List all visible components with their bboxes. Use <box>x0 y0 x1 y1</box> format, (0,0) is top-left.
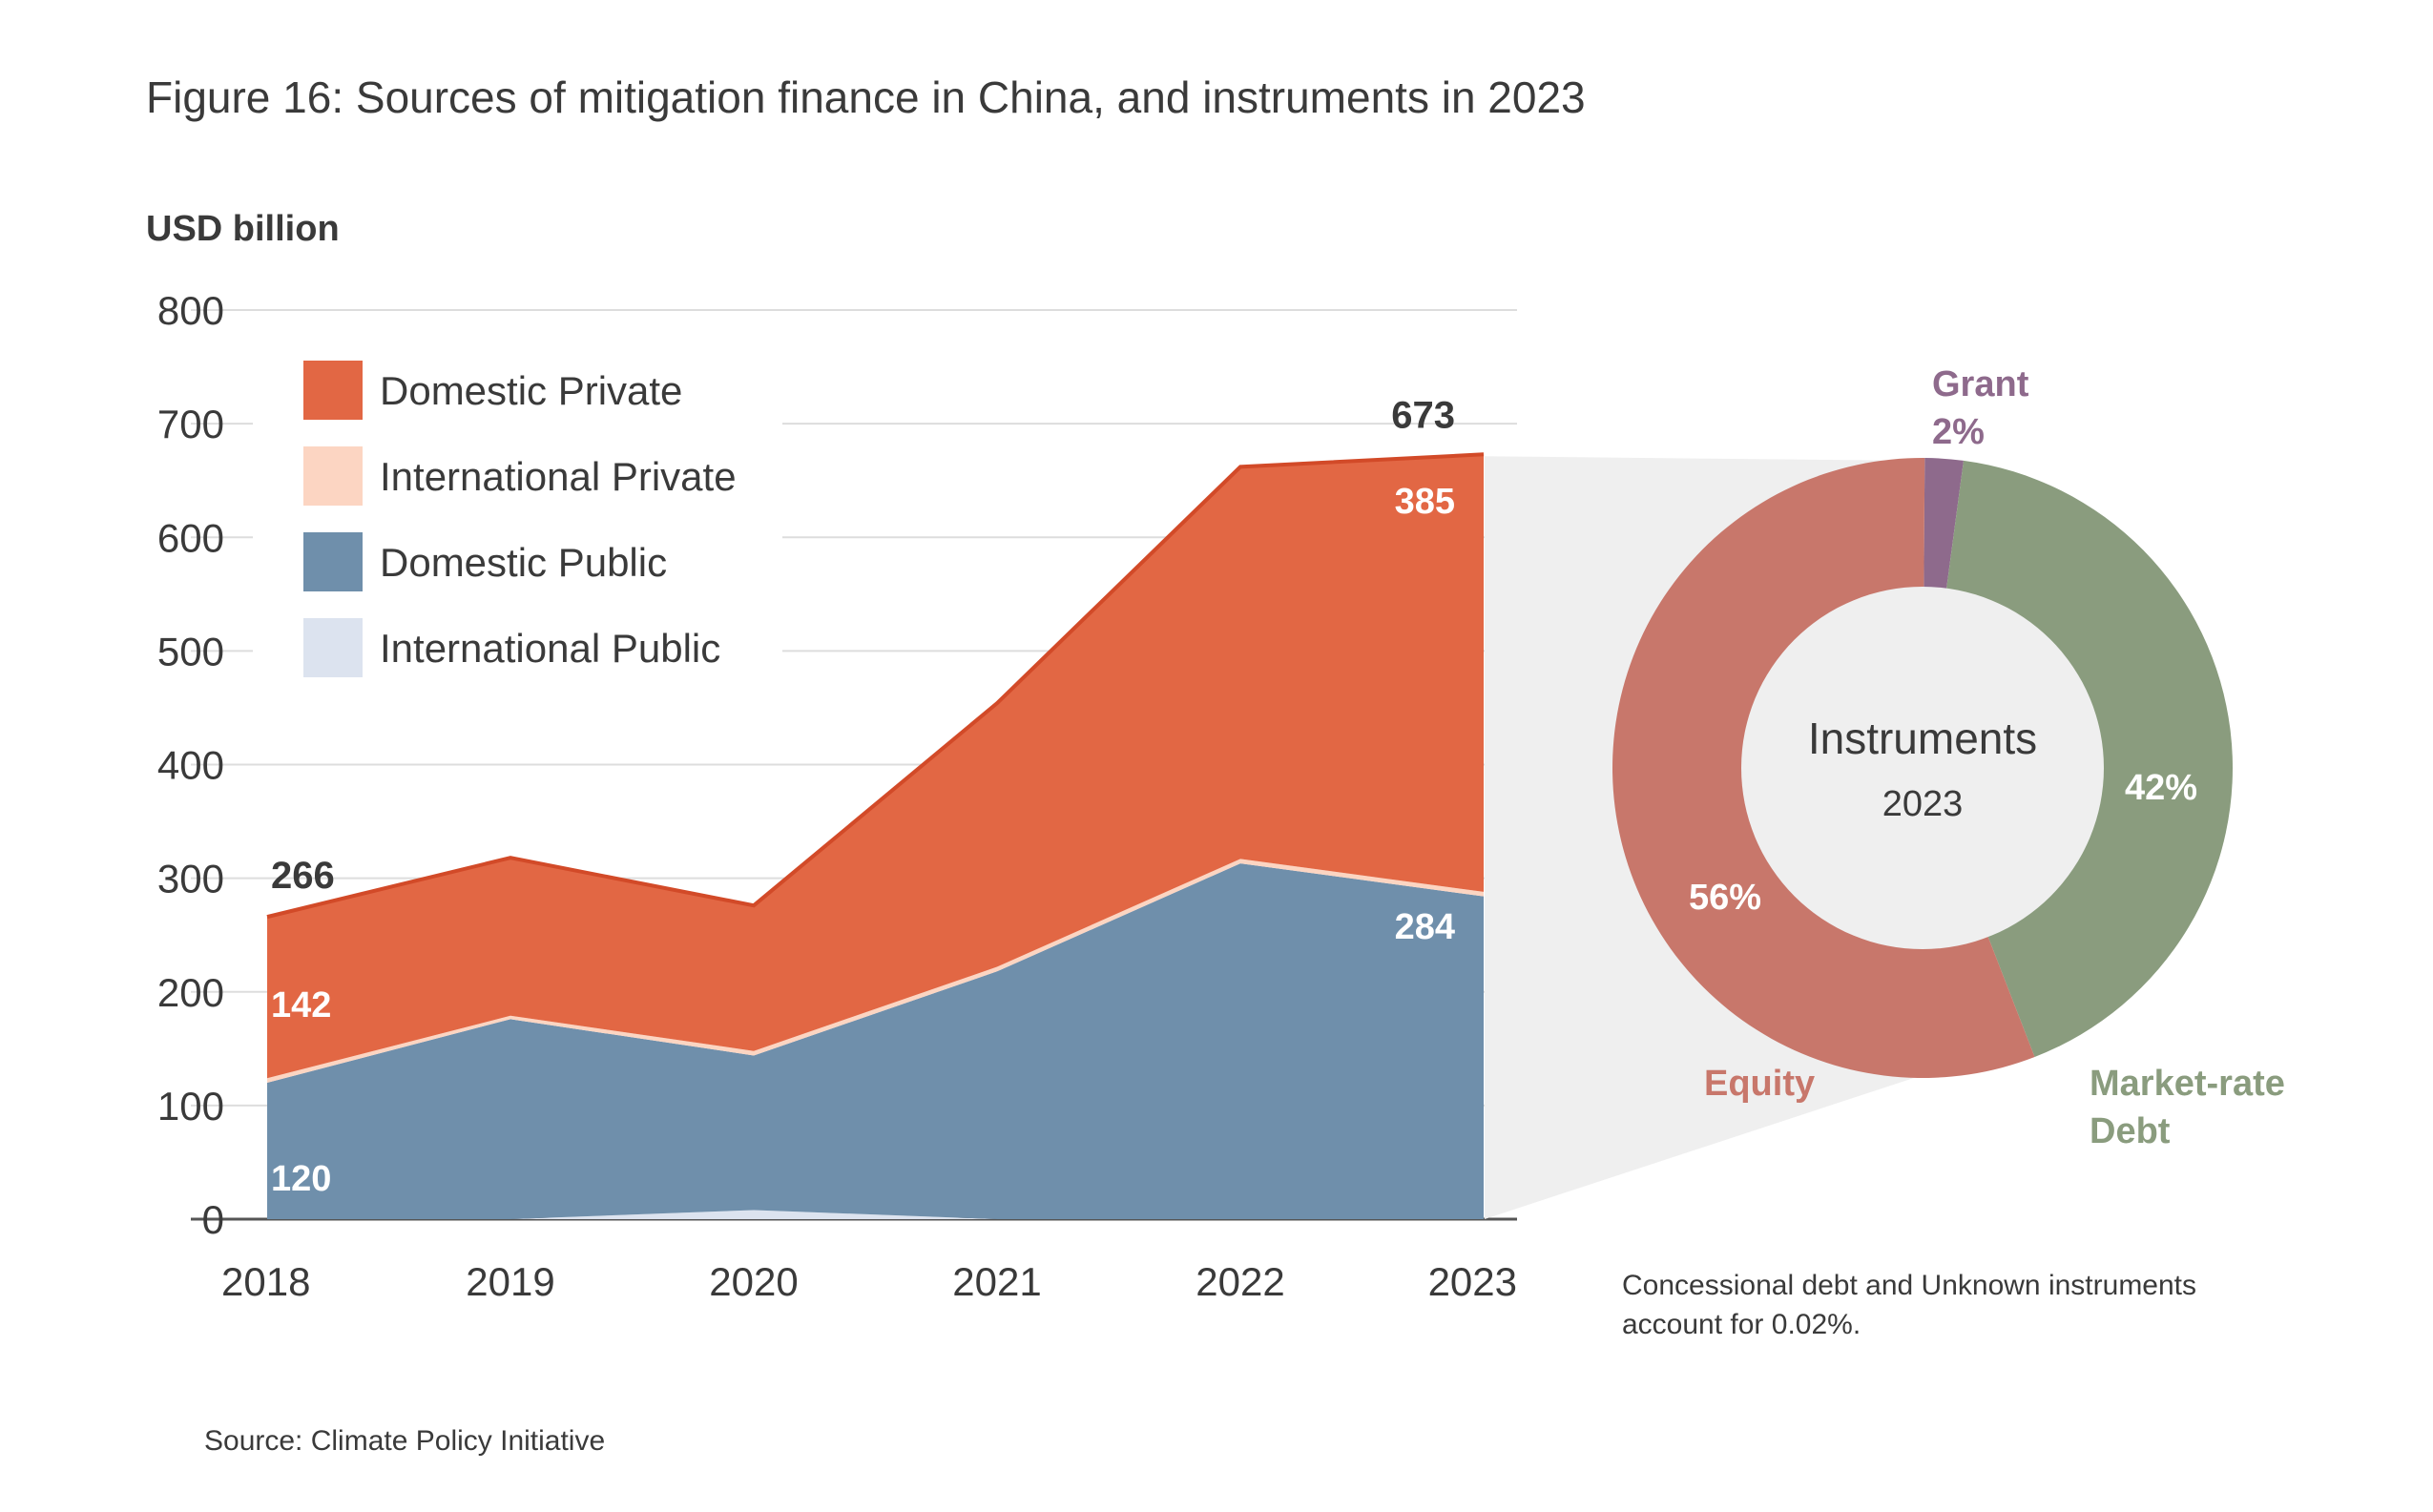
y-tick-label: 400 <box>157 743 224 788</box>
donut-hole <box>1741 587 2104 949</box>
x-axis-ticks: 2018 2019 2020 2021 2022 2023 <box>221 1259 1517 1304</box>
y-tick-label: 200 <box>157 970 224 1015</box>
grant-percent-label: 2% <box>1932 412 1985 452</box>
y-axis-ticks: 0 100 200 300 400 500 600 700 800 <box>157 288 224 1242</box>
debt-percent-label: 42% <box>2125 768 2197 808</box>
area-domestic-public <box>267 863 1484 1219</box>
equity-percent-label: 56% <box>1689 878 1761 918</box>
area-top-line <box>266 452 1485 920</box>
donut-chart: Instruments 2023 Grant 2% 42% Market-rat… <box>1612 364 2285 1340</box>
legend-label: International Private <box>380 454 737 499</box>
x-tick-label: 2019 <box>466 1259 554 1304</box>
area-value-label: 284 <box>1395 907 1455 947</box>
legend-label: International Public <box>380 626 720 671</box>
y-axis-unit-label: USD billion <box>146 209 340 249</box>
legend-swatch <box>303 618 363 677</box>
y-tick-label: 300 <box>157 857 224 901</box>
grant-name-label: Grant <box>1932 364 2029 404</box>
legend-swatch <box>303 446 363 506</box>
legend-label: Domestic Private <box>380 368 682 413</box>
source-note: Source: Climate Policy Initiative <box>204 1425 605 1457</box>
instruments-note-line1: Concessional debt and Unknown instrument… <box>1622 1270 2196 1301</box>
x-tick-label: 2020 <box>709 1259 798 1304</box>
debt-name-label-line2: Debt <box>2090 1111 2171 1151</box>
x-tick-label: 2018 <box>221 1259 310 1304</box>
x-tick-label: 2023 <box>1428 1259 1517 1304</box>
total-value-label: 266 <box>271 855 335 897</box>
area-value-label: 142 <box>271 985 331 1025</box>
instruments-note-line2: account for 0.02%. <box>1622 1309 1861 1340</box>
y-tick-label: 500 <box>157 629 224 673</box>
x-tick-label: 2022 <box>1196 1259 1284 1304</box>
x-tick-label: 2021 <box>952 1259 1041 1304</box>
area-international-private <box>267 859 1484 1084</box>
donut-center-title: Instruments <box>1808 714 2037 763</box>
equity-name-label: Equity <box>1704 1064 1815 1104</box>
y-tick-label: 0 <box>202 1197 224 1242</box>
area-data-labels: 142 120 385 284 <box>271 482 1455 1199</box>
legend: Domestic Private International Private Dom… <box>253 343 782 696</box>
y-tick-label: 600 <box>157 515 224 560</box>
total-value-label: 673 <box>1391 394 1455 436</box>
stacked-areas <box>266 452 1485 1219</box>
legend-swatch <box>303 532 363 591</box>
y-tick-label: 100 <box>157 1084 224 1129</box>
donut-center-year: 2023 <box>1882 784 1964 824</box>
total-labels: 266 673 <box>271 394 1455 897</box>
figure-title: Figure 16: Sources of mitigation finance… <box>146 72 1586 122</box>
debt-name-label-line1: Market-rate <box>2090 1064 2285 1104</box>
y-tick-label: 700 <box>157 402 224 446</box>
legend-label: Domestic Public <box>380 540 667 585</box>
area-value-label: 120 <box>271 1159 331 1199</box>
area-value-label: 385 <box>1395 482 1455 522</box>
y-tick-label: 800 <box>157 288 224 333</box>
area-domestic-private <box>267 454 1484 1079</box>
legend-swatch <box>303 361 363 420</box>
